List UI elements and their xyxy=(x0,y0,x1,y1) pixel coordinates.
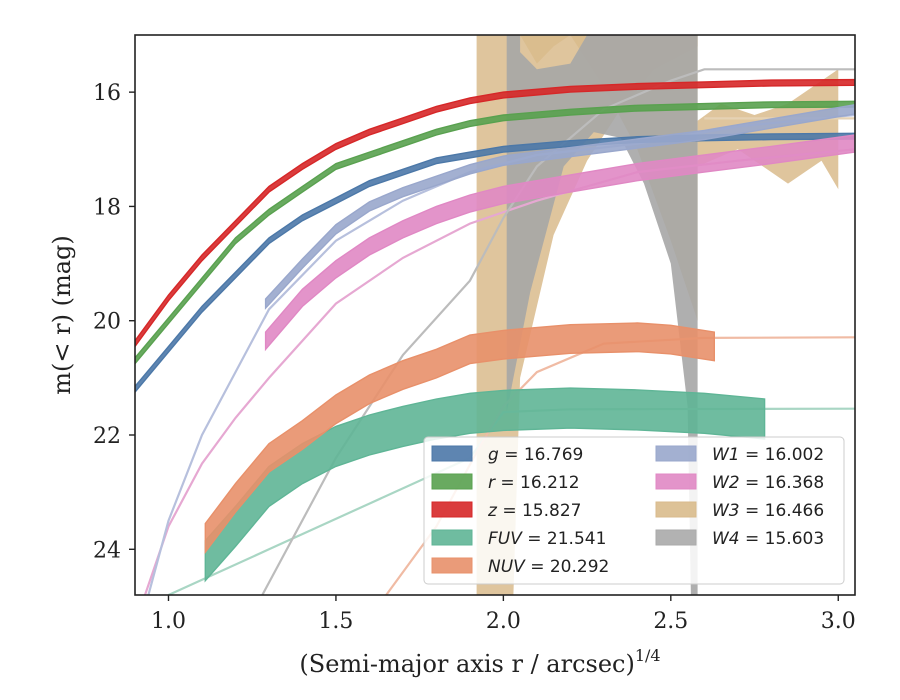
legend-swatch-w1 xyxy=(655,445,697,462)
legend-swatch-w4 xyxy=(655,529,697,546)
series-w2-band xyxy=(264,134,855,352)
legend-label-w1: W1 = 16.002 xyxy=(712,445,824,465)
legend-swatch-z xyxy=(431,501,473,518)
legend: g = 16.769 r = 16.212 z = 15.827 FUV = 21.5… xyxy=(423,436,845,585)
legend-swatch-fuv xyxy=(431,529,473,546)
legend-label-w3: W3 = 16.466 xyxy=(712,501,824,521)
series-nuv-band xyxy=(204,322,715,555)
legend-label-w4: W4 = 15.603 xyxy=(712,529,824,549)
legend-swatch-nuv xyxy=(431,557,473,574)
x-tick-label: 1.0 xyxy=(151,609,186,634)
legend-label-w2: W2 = 16.368 xyxy=(712,473,824,493)
x-axis-label: (Semi-major axis r / arcsec)1/4 xyxy=(299,646,660,678)
y-axis-label: m(< r) (mag) xyxy=(48,235,76,394)
x-tick-label: 2.5 xyxy=(653,609,688,634)
y-tick-label: 16 xyxy=(93,81,121,106)
legend-label-fuv: FUV = 21.541 xyxy=(488,529,606,549)
legend-label-g: g = 16.769 xyxy=(488,445,583,465)
series-g-band xyxy=(135,132,855,394)
legend-label-z: z = 15.827 xyxy=(487,501,581,521)
legend-frame xyxy=(423,436,845,585)
y-tick-label: 24 xyxy=(93,538,121,563)
y-tick-label: 22 xyxy=(93,424,121,449)
legend-swatch-w2 xyxy=(655,473,697,490)
series-z-band xyxy=(135,78,855,348)
y-tick-label: 18 xyxy=(93,195,121,220)
axis-ticks: 1.0 1.5 2.0 2.5 3.0 16 18 20 22 24 xyxy=(93,81,856,634)
legend-swatch-r xyxy=(431,473,473,490)
legend-label-r: r = 16.212 xyxy=(488,473,580,493)
legend-label-nuv: NUV = 20.292 xyxy=(488,557,609,577)
y-tick-label: 20 xyxy=(93,310,121,335)
series-w1-band xyxy=(264,103,855,310)
x-tick-label: 2.0 xyxy=(486,609,521,634)
x-tick-label: 3.0 xyxy=(821,609,856,634)
x-tick-label: 1.5 xyxy=(318,609,353,634)
plot-frame xyxy=(134,34,856,596)
legend-swatch-w3 xyxy=(655,501,697,518)
w3-uncertainty-top xyxy=(520,35,571,64)
legend-swatch-g xyxy=(431,445,473,462)
series-r-band xyxy=(135,100,855,365)
series-layer xyxy=(135,78,855,583)
